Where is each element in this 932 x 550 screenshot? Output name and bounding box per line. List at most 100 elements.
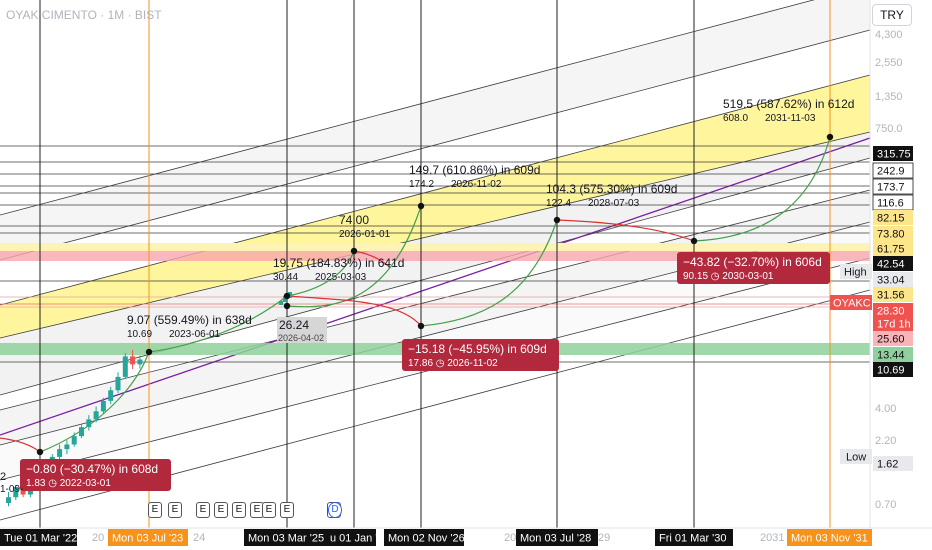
price-tag-text: 42.54 bbox=[877, 259, 905, 271]
pivot-point bbox=[283, 292, 291, 300]
price-tag-text: 73.80 bbox=[877, 229, 905, 241]
channel-band-white bbox=[0, 30, 870, 305]
currency-button[interactable]: TRY bbox=[872, 4, 912, 26]
time-scale-label: 20 bbox=[92, 532, 104, 544]
annotation-4-main: 149.7 (610.86%) in 609d bbox=[409, 163, 540, 177]
earnings-marker[interactable]: E bbox=[196, 502, 210, 518]
time-scale-label: 29 bbox=[598, 532, 610, 544]
price-tag-text: 17d 1h bbox=[877, 319, 911, 331]
price-tag-bg bbox=[873, 256, 913, 271]
annotation-2-price: 30.44 bbox=[273, 272, 298, 283]
price-tag-text: 10.69 bbox=[877, 365, 905, 377]
price-tag-bg bbox=[873, 331, 913, 346]
projection-curve bbox=[353, 250, 391, 269]
info-box-value: 26.24 bbox=[279, 318, 309, 332]
time-scale-label: 2031 bbox=[760, 532, 784, 544]
channel-line bbox=[0, 189, 871, 411]
annotation-1-date: 2023-06-01 bbox=[169, 329, 221, 340]
projection-curve bbox=[286, 250, 355, 297]
time-scale-label-bg bbox=[655, 529, 733, 546]
earnings-marker[interactable]: E bbox=[280, 502, 294, 518]
candle-body bbox=[93, 411, 99, 420]
earnings-marker[interactable]: E bbox=[232, 502, 246, 518]
time-scale-label-bg bbox=[326, 529, 376, 546]
time-scale-label: Mon 03 Jul '23 bbox=[112, 533, 183, 545]
price-scale-tick: 2,550 bbox=[875, 57, 903, 69]
low-label: Low bbox=[846, 452, 866, 464]
price-tag-text: 1.62 bbox=[877, 459, 898, 471]
candle-body bbox=[130, 356, 136, 365]
candle-body bbox=[108, 390, 114, 401]
loss-label-2-bg bbox=[402, 339, 559, 371]
price-tag-text: 116.6 bbox=[877, 198, 904, 210]
annotation-6-main: 519.5 (587.62%) in 612d bbox=[723, 97, 854, 111]
price-tag-text: 25.60 bbox=[877, 334, 905, 346]
price-tag-text: 315.75 bbox=[877, 149, 911, 161]
price-tag-bg bbox=[873, 210, 913, 225]
annotation-5-main: 104.3 (575.30%) in 609d bbox=[546, 182, 677, 196]
time-scale-label: Mon 02 Nov '26 bbox=[388, 533, 465, 545]
candle-body bbox=[57, 449, 63, 457]
time-scale-label-bg bbox=[384, 529, 464, 546]
channel-band-mid bbox=[0, 132, 870, 395]
projection-curve bbox=[0, 437, 41, 453]
earnings-marker[interactable]: E bbox=[214, 502, 228, 518]
level-band-pink bbox=[0, 251, 870, 261]
channel-line bbox=[0, 0, 815, 216]
projection-curve bbox=[556, 219, 695, 242]
price-scale-tick: 1,350 bbox=[875, 91, 903, 103]
price-tag-text: 242.9 bbox=[877, 166, 905, 178]
annotation-4-price: 174.2 bbox=[409, 179, 434, 190]
time-scale-label: Mon 03 Mar '25 bbox=[248, 533, 324, 545]
candle-body bbox=[64, 444, 70, 450]
channel-line bbox=[0, 157, 871, 396]
time-scale-label: u 01 Jan ' bbox=[330, 533, 377, 545]
channel-band-top bbox=[0, 0, 870, 260]
channel-line bbox=[0, 29, 871, 261]
time-scale-label: Tue 01 Mar '22 bbox=[4, 533, 77, 545]
price-tag-bg bbox=[873, 347, 913, 362]
price-tag-bg bbox=[873, 241, 913, 256]
price-scale-tick: 0.70 bbox=[875, 499, 896, 511]
price-scale-tick: 4,300 bbox=[875, 29, 903, 41]
price-tag-text: 33.04 bbox=[877, 275, 905, 287]
price-tag-bg bbox=[873, 456, 913, 471]
annotation-5-date: 2028-07-03 bbox=[588, 198, 640, 209]
time-scale-label-bg bbox=[516, 529, 598, 546]
time-scale-label-bg bbox=[0, 529, 77, 546]
price-tag-bg bbox=[873, 287, 913, 302]
earnings-marker[interactable]: E bbox=[168, 502, 182, 518]
channel-band-yellow bbox=[0, 75, 870, 338]
candle-body bbox=[115, 376, 121, 391]
annotation-2-date: 2025-03-03 bbox=[315, 272, 367, 283]
loss-label-3-bg bbox=[677, 252, 830, 284]
candle-body bbox=[137, 359, 143, 365]
price-tag-text: 61.75 bbox=[877, 244, 905, 256]
price-tag-text: 31.56 bbox=[877, 290, 905, 302]
info-box-date: 2026-04-02 bbox=[278, 333, 324, 343]
trend-line-purple bbox=[0, 137, 871, 436]
earnings-marker[interactable]: E bbox=[148, 502, 162, 518]
pivot-point bbox=[553, 216, 561, 224]
projection-curve bbox=[420, 219, 558, 327]
price-tag-bg bbox=[872, 162, 914, 179]
annotation-2-main: 19.75 (184.83%) in 641d bbox=[273, 256, 404, 270]
annotation-3-main: 74.00 bbox=[339, 213, 369, 227]
pivot-point bbox=[417, 322, 425, 330]
annotation-4-date: 2026-11-02 bbox=[451, 179, 502, 190]
time-scale-label: 24 bbox=[193, 532, 205, 544]
price-tag-bg bbox=[873, 146, 913, 161]
price-tag-bg bbox=[873, 272, 913, 287]
pivot-point bbox=[283, 302, 291, 310]
time-scale-label-bg bbox=[108, 529, 188, 546]
time-scale-label: 20 bbox=[504, 532, 516, 544]
price-tag-bg bbox=[873, 303, 913, 318]
dividend-marker[interactable]: D bbox=[328, 502, 342, 518]
price-tag-text: 28.30 bbox=[877, 306, 905, 318]
level-band-yellow bbox=[0, 243, 870, 251]
annotation-3-date: 2026-01-01 bbox=[339, 229, 391, 240]
ticker-label-bg bbox=[830, 295, 872, 310]
channel-line bbox=[0, 74, 871, 306]
earnings-marker[interactable]: E bbox=[262, 502, 276, 518]
